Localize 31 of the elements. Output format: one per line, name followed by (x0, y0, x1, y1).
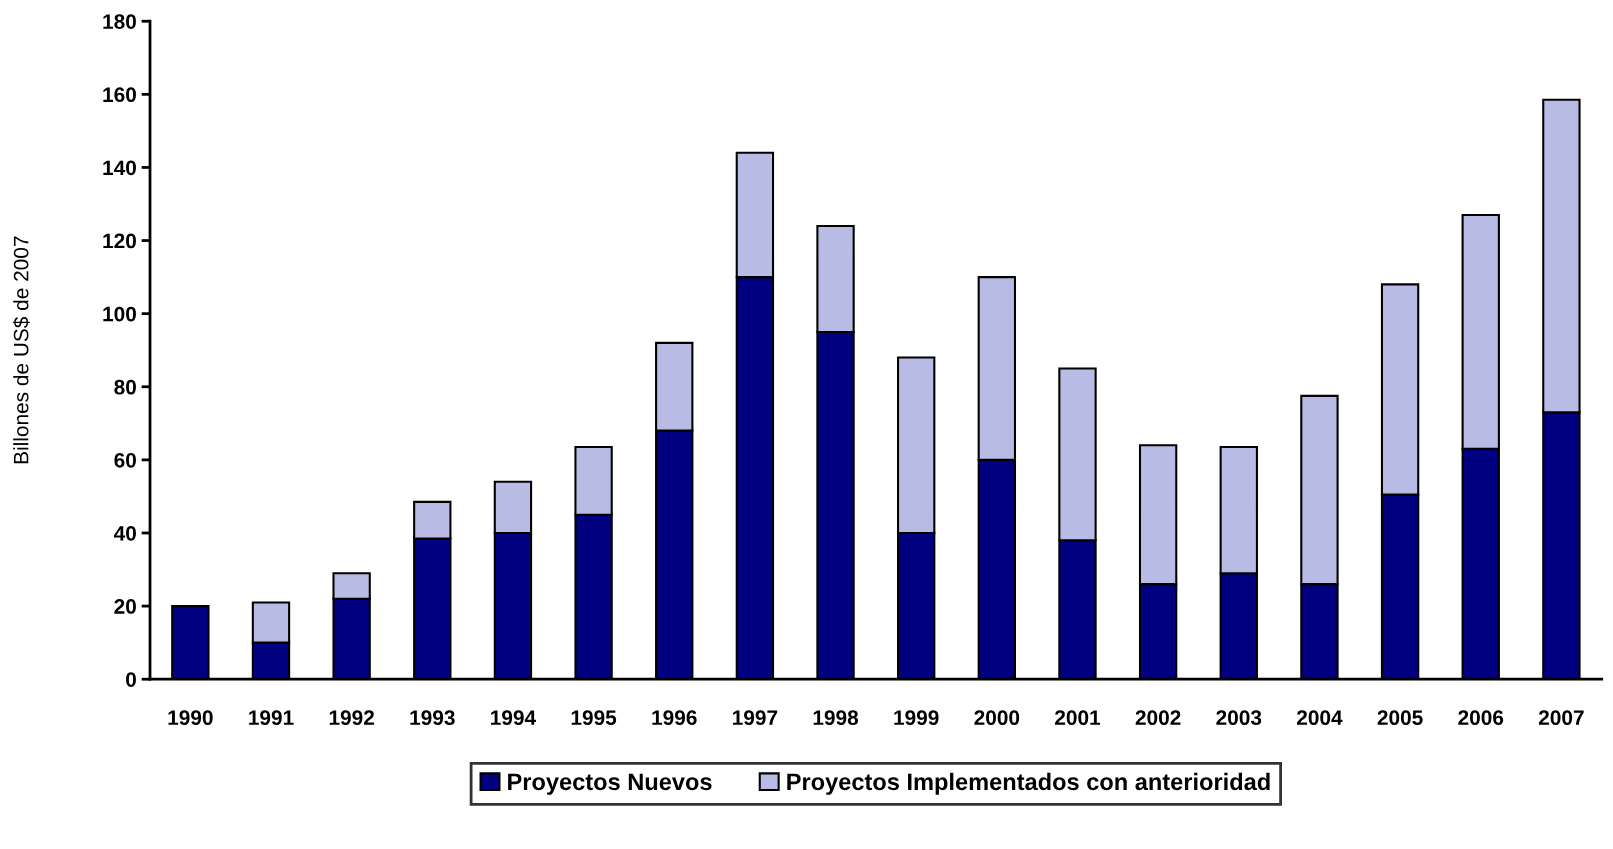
x-tick-label: 1998 (813, 710, 859, 726)
y-tick-label: 100 (103, 306, 136, 322)
x-tick-label: 1994 (491, 710, 536, 726)
y-tick-label: 160 (103, 87, 136, 103)
x-tick-label: 2003 (1216, 710, 1262, 726)
y-tick-label: 0 (126, 672, 136, 687)
x-tick-label: 2004 (1296, 710, 1343, 726)
x-tick-label: 2006 (1458, 710, 1504, 726)
x-tick-label: 2002 (1135, 710, 1181, 726)
x-tick-label: 1999 (894, 710, 939, 726)
y-tick-label: 80 (114, 379, 136, 395)
y-tick-label: 20 (114, 599, 136, 614)
y-tick-label: 60 (114, 452, 136, 468)
y-tick-label: 40 (113, 525, 136, 541)
x-tick-label: 1997 (733, 710, 778, 726)
x-tick-label: 2001 (1055, 710, 1101, 726)
y-axis-title: Billones de US$ de 2007 (12, 236, 30, 464)
x-tick-label: 1990 (168, 710, 213, 726)
y-tick-label: 120 (103, 233, 136, 249)
y-tick-label: 180 (103, 14, 136, 29)
legend-label: Proyectos Nuevos (508, 773, 712, 795)
legend-label: Proyectos Implementados con anterioridad (787, 772, 1270, 795)
x-tick-label: 1996 (652, 710, 697, 726)
x-tick-label: 1995 (571, 710, 617, 726)
x-tick-label: 1993 (410, 710, 455, 726)
x-tick-label: 2000 (974, 710, 1020, 726)
x-tick-label: 1991 (249, 710, 294, 726)
y-tick-label: 140 (103, 160, 136, 176)
x-tick-label: 2007 (1538, 710, 1584, 726)
x-tick-label: 2005 (1377, 710, 1423, 726)
x-tick-label: 1992 (329, 710, 374, 726)
